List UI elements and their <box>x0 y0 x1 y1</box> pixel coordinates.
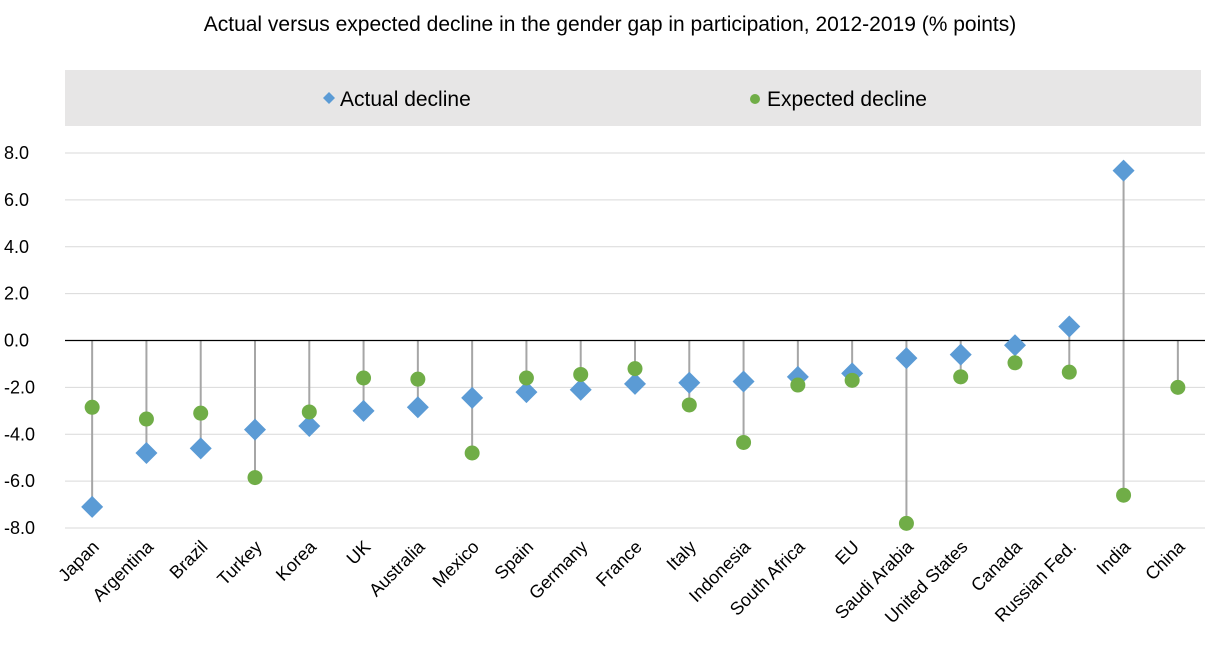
y-tick-label: 8.0 <box>4 143 29 163</box>
x-tick-label: China <box>1141 536 1189 584</box>
x-tick-label: Japan <box>54 537 103 586</box>
expected-decline-marker <box>518 370 534 386</box>
data-markers <box>81 159 1186 531</box>
expected-decline-marker <box>464 445 480 461</box>
expected-decline-marker <box>138 411 154 427</box>
y-tick-label: -4.0 <box>4 424 35 444</box>
actual-decline-marker <box>298 415 321 438</box>
x-tick-label: UK <box>343 537 375 569</box>
legend-background <box>65 70 1201 126</box>
actual-decline-marker <box>624 372 646 395</box>
expected-decline-marker <box>301 404 317 420</box>
expected-decline-marker <box>573 366 589 382</box>
expected-decline-marker <box>681 397 697 413</box>
x-tick-label: Turkey <box>213 537 266 590</box>
y-tick-label: -8.0 <box>4 518 35 538</box>
actual-decline-marker <box>189 437 212 460</box>
expected-decline-marker <box>953 369 969 385</box>
expected-decline-marker <box>844 372 860 388</box>
expected-decline-marker <box>247 470 263 486</box>
y-tick-label: 2.0 <box>4 284 29 304</box>
x-tick-label: Korea <box>272 536 321 585</box>
y-tick-label: 4.0 <box>4 237 29 257</box>
x-tick-label: Brazil <box>166 537 212 583</box>
expected-decline-marker <box>1116 487 1132 503</box>
x-tick-label: France <box>592 537 646 591</box>
x-tick-label: Germany <box>525 537 591 603</box>
actual-decline-marker <box>1112 159 1135 182</box>
expected-decline-marker <box>356 370 372 386</box>
expected-decline-marker <box>193 405 209 421</box>
x-tick-label: Australia <box>365 536 429 600</box>
actual-decline-marker <box>678 371 701 394</box>
expected-decline-marker <box>790 377 806 393</box>
actual-decline-marker <box>135 442 158 464</box>
expected-decline-marker <box>1170 379 1186 395</box>
actual-decline-marker <box>1004 334 1026 357</box>
expected-decline-marker <box>736 434 752 450</box>
expected-decline-marker <box>627 361 643 377</box>
x-tick-label: India <box>1093 536 1135 578</box>
x-tick-label: Spain <box>491 537 538 584</box>
y-tick-label: 6.0 <box>4 190 29 210</box>
actual-decline-marker <box>732 370 755 393</box>
connectors <box>91 170 1179 524</box>
actual-decline-marker <box>352 399 375 422</box>
legend-label-expected-decline: Expected decline <box>767 88 927 111</box>
actual-decline-marker <box>569 378 592 401</box>
x-tick-label: Italy <box>663 537 700 574</box>
expected-decline-marker <box>84 399 100 415</box>
chart-title: Actual versus expected decline in the ge… <box>204 13 1017 36</box>
actual-decline-marker <box>461 386 484 409</box>
x-tick-label: Argentina <box>89 536 158 605</box>
y-tick-label: -2.0 <box>4 377 35 397</box>
legend-marker-expected-decline <box>750 94 760 104</box>
x-tick-label: EU <box>831 537 863 569</box>
actual-decline-marker <box>81 495 104 518</box>
y-tick-label: 0.0 <box>4 331 29 351</box>
x-tick-label: Mexico <box>429 537 483 591</box>
expected-decline-marker <box>1061 364 1077 380</box>
expected-decline-marker <box>410 371 426 387</box>
actual-decline-marker <box>895 347 918 370</box>
legend-marker-actual-decline <box>323 92 335 104</box>
actual-decline-marker <box>244 418 266 441</box>
actual-decline-marker <box>1058 315 1081 338</box>
actual-decline-marker <box>406 396 429 419</box>
y-tick-label: -6.0 <box>4 471 35 491</box>
y-axis-ticks: 8.0 6.0 4.0 2.0 0.0 -2.0 -4.0 -6.0 -8.0 <box>4 143 35 538</box>
legend: Actual decline Expected decline <box>65 70 1201 126</box>
expected-decline-marker <box>898 515 914 531</box>
expected-decline-marker <box>1007 355 1023 371</box>
legend-label-actual-decline: Actual decline <box>340 88 471 111</box>
actual-decline-marker <box>949 343 972 366</box>
actual-decline-marker <box>515 381 538 404</box>
